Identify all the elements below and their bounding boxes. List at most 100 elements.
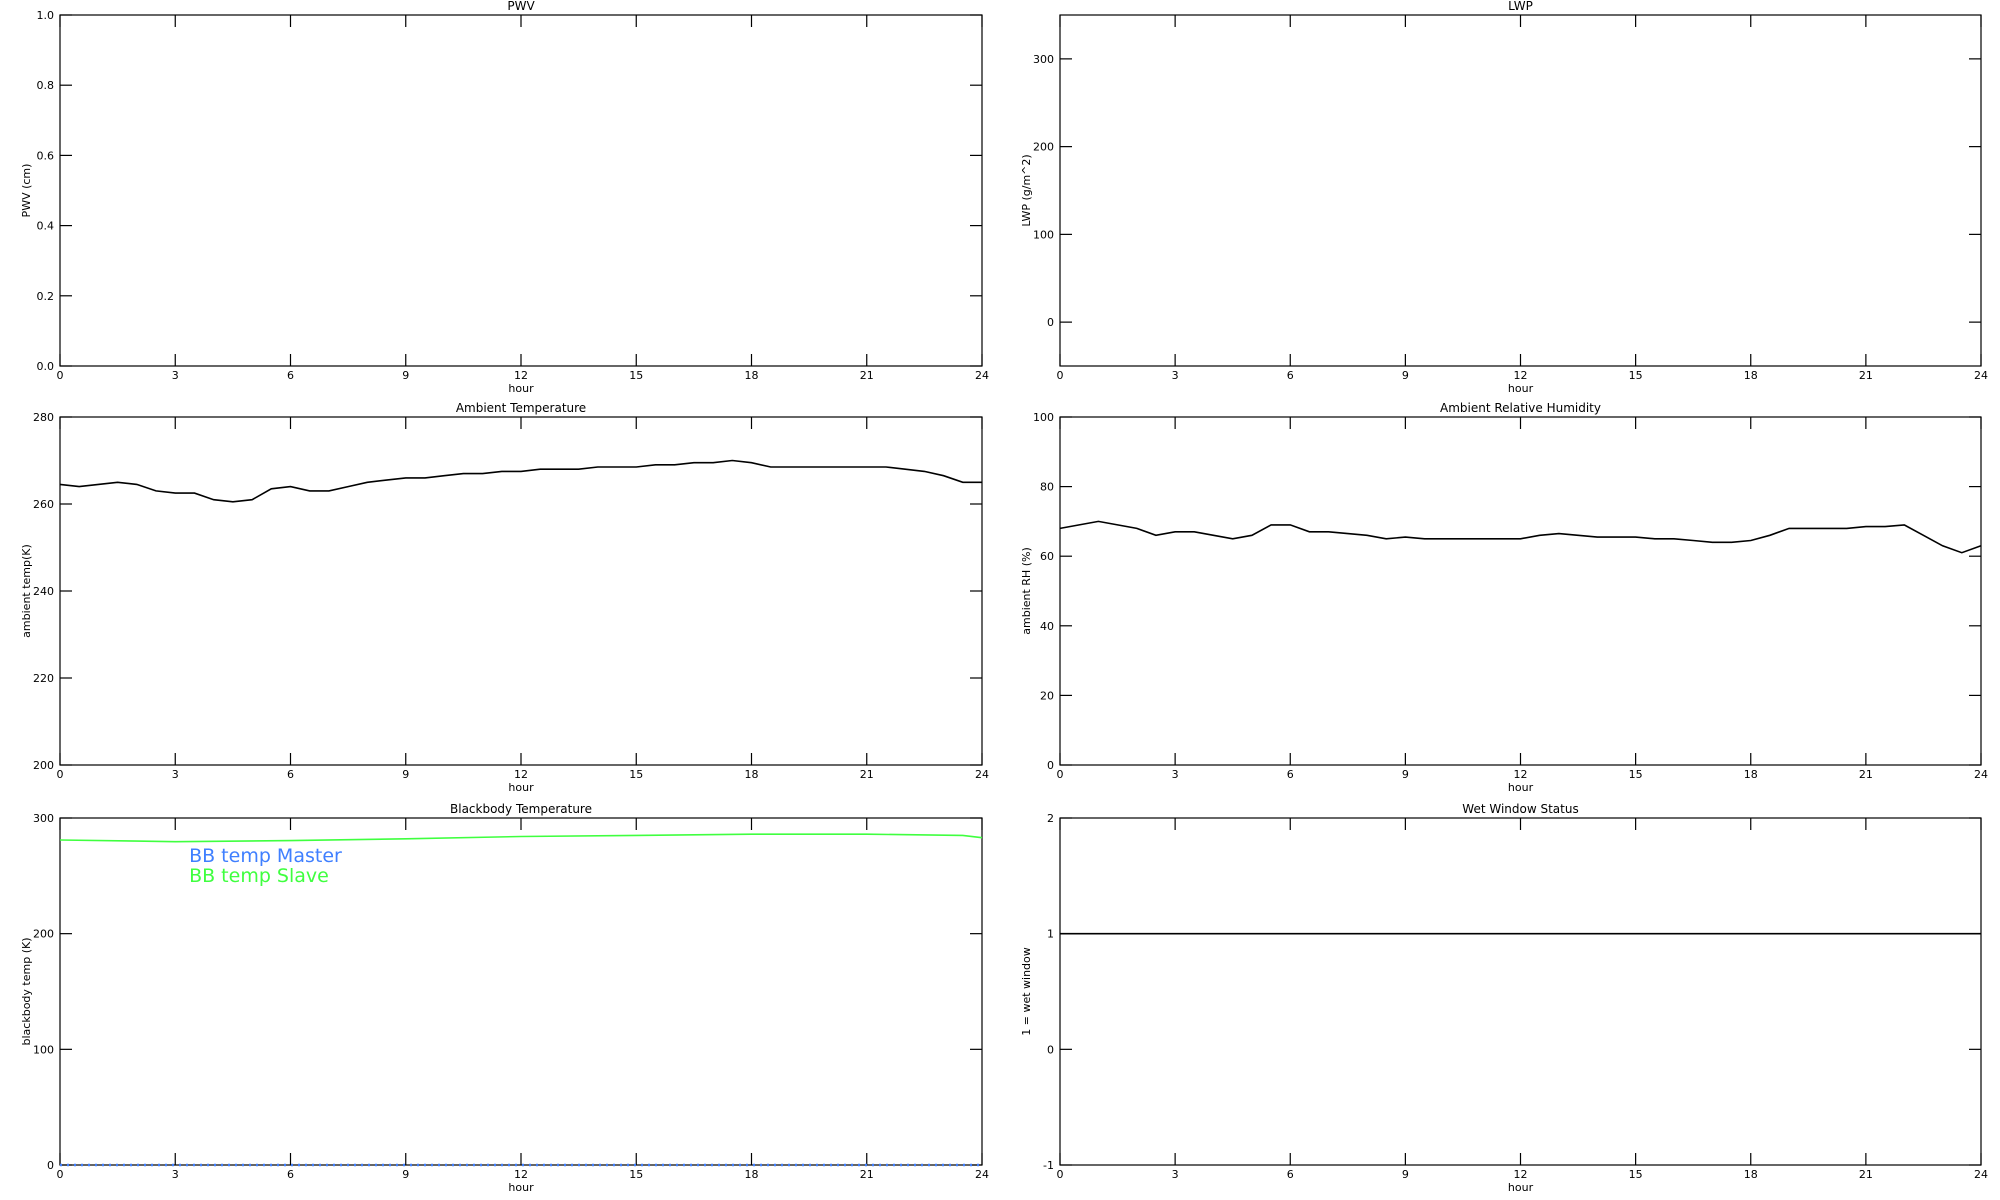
y-tick-label: 0: [1047, 316, 1054, 329]
y-tick-label: 100: [1033, 228, 1054, 241]
y-tick-label: 240: [33, 585, 54, 598]
x-tick-label: 3: [172, 1168, 179, 1181]
plot-frame: [1059, 14, 1982, 367]
x-tick-label: 12: [514, 1168, 528, 1181]
x-tick-label: 0: [1057, 369, 1064, 382]
x-tick-label: 21: [860, 768, 874, 781]
x-tick-label: 0: [1057, 1168, 1064, 1181]
y-tick-label: 1: [1047, 928, 1054, 941]
x-tick-label: 9: [402, 768, 409, 781]
x-tick-label: 21: [1859, 768, 1873, 781]
x-axis-label: hour: [1508, 1181, 1534, 1194]
data-line: [1059, 520, 1982, 554]
y-tick-label: 60: [1040, 550, 1054, 563]
x-tick-label: 12: [514, 768, 528, 781]
x-tick-label: 21: [1859, 1168, 1873, 1181]
y-tick-label: 20: [1040, 689, 1054, 702]
x-tick-label: 18: [1744, 369, 1758, 382]
x-axis-label: hour: [508, 781, 534, 794]
y-tick-label: 100: [1033, 411, 1054, 424]
x-tick-label: 6: [1287, 768, 1294, 781]
x-tick-label: 21: [1859, 369, 1873, 382]
chart-title: Wet Window Status: [1462, 802, 1578, 816]
chart-title: Ambient Relative Humidity: [1440, 401, 1601, 415]
x-tick-label: 3: [1172, 768, 1179, 781]
x-tick-label: 6: [287, 1168, 294, 1181]
y-tick-label: 1.0: [37, 9, 55, 22]
x-tick-label: 15: [1629, 768, 1643, 781]
data-line: [59, 459, 982, 503]
x-tick-label: 6: [287, 768, 294, 781]
x-tick-label: 9: [1402, 369, 1409, 382]
y-tick-label: 260: [33, 498, 54, 511]
x-tick-label: 15: [1629, 1168, 1643, 1181]
y-tick-label: 300: [33, 812, 54, 825]
x-axis-label: hour: [1508, 781, 1534, 794]
y-tick-label: 200: [1033, 141, 1054, 154]
x-tick-label: 18: [745, 768, 759, 781]
legend-entry: BB temp Slave: [189, 865, 329, 887]
y-tick-label: 0.4: [37, 220, 55, 233]
y-axis-label: ambient temp(K): [20, 544, 33, 638]
y-tick-label: 100: [33, 1043, 54, 1056]
x-tick-label: 9: [402, 369, 409, 382]
x-tick-label: 0: [57, 1168, 64, 1181]
y-axis-label: ambient RH (%): [1020, 547, 1033, 635]
x-tick-label: 12: [1514, 369, 1528, 382]
y-tick-label: 0.2: [37, 290, 55, 303]
x-axis-label: hour: [1508, 382, 1534, 395]
y-tick-label: 0.8: [37, 79, 55, 92]
x-tick-label: 24: [975, 1168, 989, 1181]
x-tick-label: 15: [629, 1168, 643, 1181]
x-axis-label: hour: [508, 1181, 534, 1194]
x-tick-label: 12: [1514, 1168, 1528, 1181]
y-axis-label: PWV (cm): [20, 164, 33, 218]
x-tick-label: 3: [1172, 1168, 1179, 1181]
x-tick-label: 12: [1514, 768, 1528, 781]
x-tick-label: 24: [975, 369, 989, 382]
x-tick-label: 9: [1402, 768, 1409, 781]
y-tick-label: 280: [33, 411, 54, 424]
legend-entry: BB temp Master: [189, 845, 342, 867]
x-tick-label: 6: [1287, 369, 1294, 382]
x-tick-label: 18: [745, 369, 759, 382]
x-tick-label: 24: [1974, 768, 1988, 781]
x-tick-label: 0: [1057, 768, 1064, 781]
x-tick-label: 18: [1744, 768, 1758, 781]
y-tick-label: -1: [1043, 1159, 1054, 1172]
y-tick-label: 0.0: [37, 360, 55, 373]
y-tick-label: 220: [33, 672, 54, 685]
y-tick-label: 0: [1047, 759, 1054, 772]
y-tick-label: 200: [33, 759, 54, 772]
x-tick-label: 15: [629, 768, 643, 781]
x-tick-label: 3: [1172, 369, 1179, 382]
x-tick-label: 21: [860, 369, 874, 382]
y-tick-label: 200: [33, 928, 54, 941]
x-tick-label: 0: [57, 768, 64, 781]
x-tick-label: 24: [1974, 1168, 1988, 1181]
y-tick-label: 300: [1033, 53, 1054, 66]
x-tick-label: 24: [1974, 369, 1988, 382]
y-tick-label: 0: [47, 1159, 54, 1172]
x-tick-label: 24: [975, 768, 989, 781]
y-tick-label: 40: [1040, 620, 1054, 633]
x-tick-label: 3: [172, 768, 179, 781]
x-tick-label: 9: [1402, 1168, 1409, 1181]
x-axis-label: hour: [508, 382, 534, 395]
x-tick-label: 9: [402, 1168, 409, 1181]
data-line: [59, 833, 983, 843]
x-tick-label: 0: [57, 369, 64, 382]
plot-frame: [1059, 817, 1982, 1166]
x-tick-label: 18: [1744, 1168, 1758, 1181]
plot-frame: [1059, 416, 1982, 766]
x-tick-label: 18: [745, 1168, 759, 1181]
y-axis-label: blackbody temp (K): [20, 938, 33, 1046]
x-tick-label: 15: [629, 369, 643, 382]
y-axis-label: LWP (g/m^2): [1020, 154, 1033, 226]
y-axis-label: 1 = wet window: [1020, 947, 1033, 1036]
y-tick-label: 2: [1047, 812, 1054, 825]
plot-frame: [59, 416, 983, 766]
chart-title: LWP: [1508, 0, 1533, 13]
chart-title: Ambient Temperature: [456, 401, 586, 415]
